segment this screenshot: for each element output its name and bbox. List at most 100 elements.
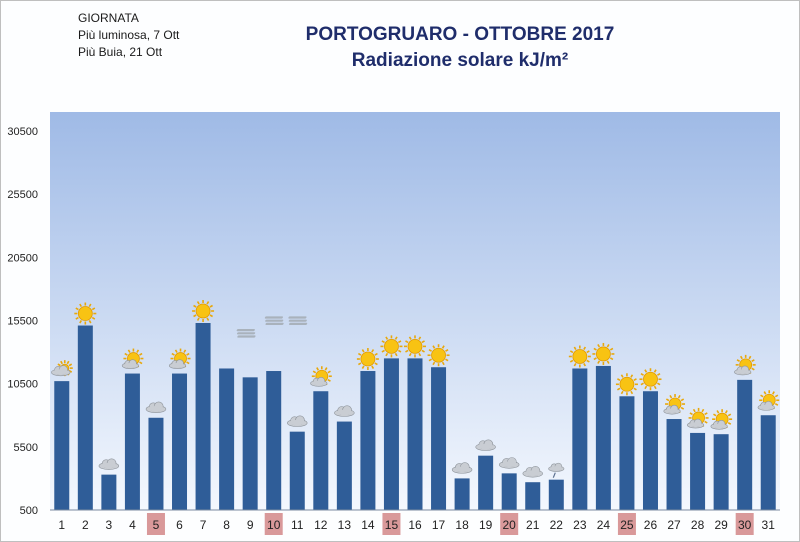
bar [195,323,211,510]
x-tick-label: 27 [667,518,681,532]
sun-behind-cloud-icon [310,366,332,387]
sunny-icon [568,345,591,368]
bar [77,325,93,510]
cloudy-icon [98,458,120,470]
x-tick-label: 10 [267,518,281,532]
bar [219,368,235,510]
x-tick-label: 2 [82,518,89,532]
highlighted-day-marker [264,513,283,535]
cloudy-icon [451,462,473,474]
sun-behind-cloud-icon [687,407,709,429]
sun-behind-cloud-icon [663,394,686,415]
bar [289,431,305,510]
bar [760,415,776,510]
y-tick-label: 5500 [14,442,38,454]
highlighted-day-marker [382,513,401,535]
sunny-icon [192,300,215,323]
cloudy-icon [334,405,355,417]
cloudy-icon [475,439,496,451]
x-tick-label: 16 [408,518,422,532]
haze-icon [288,316,308,325]
y-tick-label: 500 [20,505,38,517]
y-tick-label: 25500 [7,189,38,201]
bar [313,391,329,510]
sunny-icon [639,368,662,391]
bar [737,379,753,510]
x-tick-label: 22 [550,518,564,532]
x-tick-label: 4 [129,518,136,532]
x-tick-label: 11 [291,518,304,532]
x-tick-label: 21 [526,518,540,532]
day-info-box: GIORNATA Più luminosa, 7 Ott Più Buia, 2… [78,10,179,61]
bar [266,371,282,510]
sun-behind-cloud-icon [710,409,733,430]
haze-icon [236,329,256,338]
x-tick-label: 19 [479,518,493,532]
chart-title: PORTOGRUARO - OTTOBRE 2017 [305,24,615,45]
bar [54,381,70,510]
bar [713,434,729,510]
highlighted-day-marker [617,513,636,535]
sunny-icon [74,302,97,325]
sunny-icon [427,344,450,367]
bar [360,371,376,510]
weather-icons-group [51,300,780,478]
bar [431,367,447,510]
highlighted-day-marker [735,513,754,535]
bar [148,417,164,510]
y-tick-label: 15500 [7,315,38,327]
bar [548,479,564,510]
sun-behind-cloud-icon [121,348,144,369]
chart-subtitle: Radiazione solare kJ/m² [351,50,569,71]
bar [478,455,494,510]
x-tick-label: 29 [714,518,728,532]
bar [101,474,117,510]
x-tick-label: 6 [176,518,183,532]
x-tick-label: 23 [573,518,587,532]
x-tick-label: 5 [153,518,160,532]
bar [525,482,541,510]
highlighted-day-marker [500,513,519,535]
x-tick-label: 15 [385,518,399,532]
bar [501,473,517,510]
sunny-icon [380,335,403,358]
bar [454,478,470,510]
highlighted-day-marker [146,513,165,535]
y-axis: 500 5500 10500 15500 20500 25500 30500 [7,126,38,517]
info-brightest-day: Più luminosa, 7 Ott [78,28,180,42]
haze-icon [264,316,284,325]
x-tick-label: 13 [338,518,352,532]
sunny-icon [404,335,426,358]
x-tick-label: 30 [738,518,752,532]
x-axis: 1 2 3 4 5 6 7 8 9 10 11 12 13 14 15 16 17 18 19 20 21 22 23 24 2… [50,509,780,535]
bars-group [54,323,776,510]
bar [572,368,588,510]
sun-behind-cloud-icon [168,348,191,369]
bar [407,358,423,510]
y-tick-label: 10500 [7,379,38,391]
cloudy-icon [287,415,308,427]
cloudy-icon [145,401,167,414]
x-tick-label: 1 [58,518,65,532]
x-tick-label: 20 [503,518,517,532]
bar [336,421,352,510]
bar [619,396,635,510]
x-tick-label: 7 [200,518,207,532]
sunny-icon [592,342,615,365]
x-tick-label: 9 [247,518,254,532]
bar [690,432,706,510]
bar [124,373,140,510]
bar [642,391,658,510]
y-tick-label: 20500 [7,252,38,264]
bar [383,358,399,510]
x-tick-label: 14 [361,518,375,532]
bar [666,419,682,510]
cloudy-icon [522,466,543,478]
sun-behind-cloud-icon [757,390,780,411]
x-tick-label: 17 [432,518,446,532]
sunny-icon [615,373,638,396]
y-tick-label: 30500 [7,126,38,138]
x-tick-label: 24 [597,518,611,532]
cloudy-icon [498,457,520,469]
